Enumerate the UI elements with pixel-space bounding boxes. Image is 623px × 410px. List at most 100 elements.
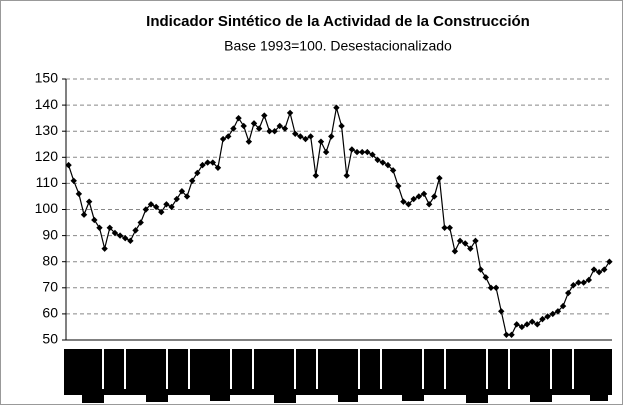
- marker: [513, 321, 520, 328]
- marker: [425, 201, 433, 208]
- marker: [559, 302, 567, 310]
- y-tick-label: 70: [42, 279, 58, 295]
- marker: [606, 258, 613, 265]
- chart-subtitle: Base 1993=100. Desestacionalizado: [224, 38, 452, 54]
- marker: [255, 125, 263, 132]
- marker: [225, 133, 232, 140]
- marker: [116, 232, 124, 239]
- marker: [595, 268, 603, 276]
- marker: [523, 321, 531, 328]
- marker: [312, 172, 320, 179]
- marker: [137, 219, 144, 226]
- marker: [539, 315, 546, 323]
- marker: [590, 266, 598, 273]
- marker: [544, 313, 551, 320]
- marker: [343, 172, 350, 179]
- marker: [498, 308, 505, 315]
- marker: [379, 159, 386, 166]
- marker: [492, 284, 500, 291]
- marker: [194, 169, 201, 177]
- marker: [163, 201, 170, 208]
- marker: [446, 224, 453, 231]
- marker: [235, 114, 242, 122]
- marker: [302, 135, 309, 143]
- marker: [487, 284, 495, 291]
- marker: [240, 122, 247, 130]
- marker: [431, 193, 438, 200]
- marker: [400, 198, 407, 205]
- y-tick-label: 110: [36, 174, 59, 190]
- marker: [245, 138, 253, 145]
- marker: [575, 279, 582, 286]
- marker: [80, 211, 88, 218]
- marker: [518, 323, 526, 331]
- marker: [307, 133, 314, 140]
- y-tick-label: 80: [42, 252, 58, 268]
- marker: [534, 321, 541, 328]
- marker: [338, 122, 345, 130]
- marker: [230, 125, 237, 132]
- marker: [65, 161, 72, 169]
- marker: [152, 203, 160, 211]
- marker: [472, 237, 479, 245]
- marker: [142, 206, 150, 213]
- marker: [364, 148, 371, 156]
- y-tick-label: 90: [42, 226, 58, 242]
- marker: [101, 245, 108, 252]
- marker: [467, 245, 474, 252]
- marker: [261, 112, 268, 119]
- marker: [106, 224, 113, 231]
- y-tick-label: 120: [35, 148, 59, 164]
- marker: [570, 281, 577, 289]
- marker: [585, 276, 593, 284]
- marker: [286, 109, 294, 117]
- marker: [173, 195, 180, 203]
- chart-title: Indicador Sintético de la Actividad de l…: [146, 13, 530, 30]
- marker: [132, 227, 139, 234]
- marker: [601, 266, 608, 273]
- marker: [565, 289, 572, 297]
- marker: [358, 148, 366, 156]
- marker: [127, 237, 134, 245]
- marker: [271, 128, 278, 135]
- y-tick-label: 60: [42, 305, 58, 321]
- marker: [420, 190, 428, 198]
- marker: [292, 130, 299, 138]
- redaction-gaps: [102, 349, 574, 389]
- marker: [75, 190, 83, 198]
- marker: [482, 274, 490, 281]
- marker: [508, 331, 515, 338]
- marker: [477, 266, 484, 273]
- marker: [219, 135, 227, 143]
- marker: [580, 279, 587, 286]
- marker: [549, 310, 556, 318]
- marker: [188, 177, 196, 184]
- marker: [528, 318, 536, 325]
- marker: [281, 125, 289, 132]
- marker: [410, 195, 417, 203]
- redacted-x-labels: [64, 349, 612, 403]
- marker: [456, 237, 464, 245]
- marker: [369, 151, 376, 158]
- marker: [199, 161, 206, 169]
- marker: [348, 146, 356, 153]
- y-tick-label: 50: [42, 331, 58, 347]
- y-tick-label: 150: [35, 70, 59, 86]
- marker: [328, 133, 335, 140]
- marker: [209, 159, 217, 166]
- marker: [461, 240, 469, 247]
- marker: [322, 148, 330, 156]
- marker: [168, 203, 175, 211]
- marker: [384, 161, 392, 169]
- marker: [183, 193, 191, 200]
- marker: [158, 208, 165, 216]
- y-tick-label: 130: [35, 122, 59, 138]
- marker: [147, 201, 155, 208]
- marker: [204, 159, 211, 166]
- marker: [441, 224, 448, 231]
- marker: [85, 198, 93, 205]
- marker: [276, 122, 283, 130]
- marker: [70, 177, 77, 184]
